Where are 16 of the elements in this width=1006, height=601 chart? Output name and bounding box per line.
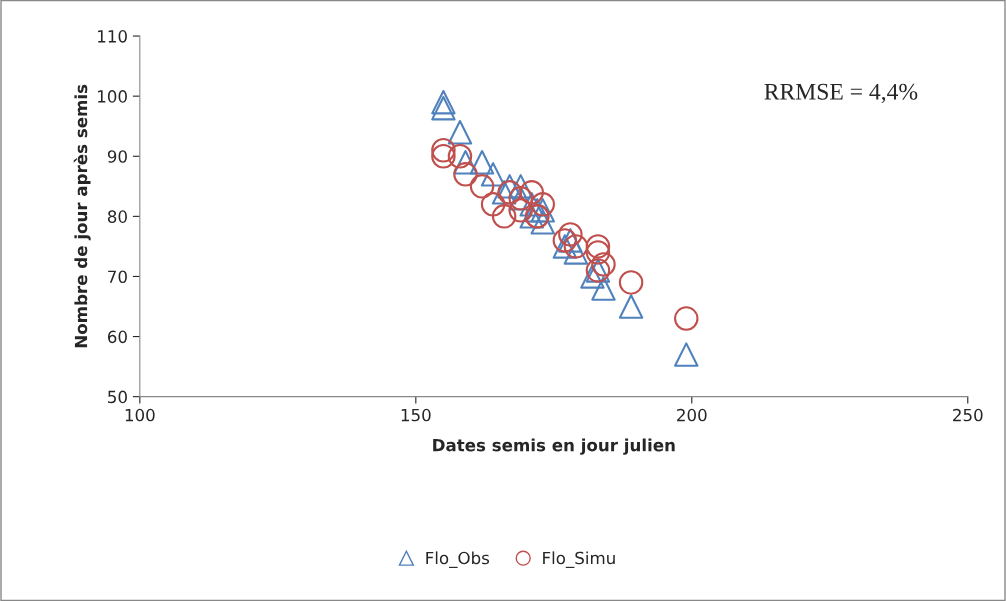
y-tick-label: 80: [107, 210, 127, 223]
x-axis-title: Dates semis en jour julien: [433, 438, 675, 455]
y-tick-label: 70: [108, 270, 127, 284]
y-tick-label: 50: [108, 390, 127, 404]
y-tick-label: 90: [107, 150, 127, 163]
legend-label: Flo_Obs: [426, 551, 490, 568]
x-tick-label: 250: [953, 408, 983, 422]
x-tick-label: 150: [401, 408, 431, 422]
legend-label: Flo_Simu: [543, 551, 615, 568]
x-tick-label: 200: [677, 408, 707, 422]
x-tick-label: 100: [125, 408, 155, 422]
y-tick-label: 100: [98, 90, 127, 103]
y-tick-label: 110: [98, 30, 127, 43]
y-axis-title: Nombre de jour après semis: [73, 84, 91, 348]
annotation: RRMSE = 4,4%: [764, 83, 918, 104]
y-tick-label: 60: [107, 330, 127, 344]
